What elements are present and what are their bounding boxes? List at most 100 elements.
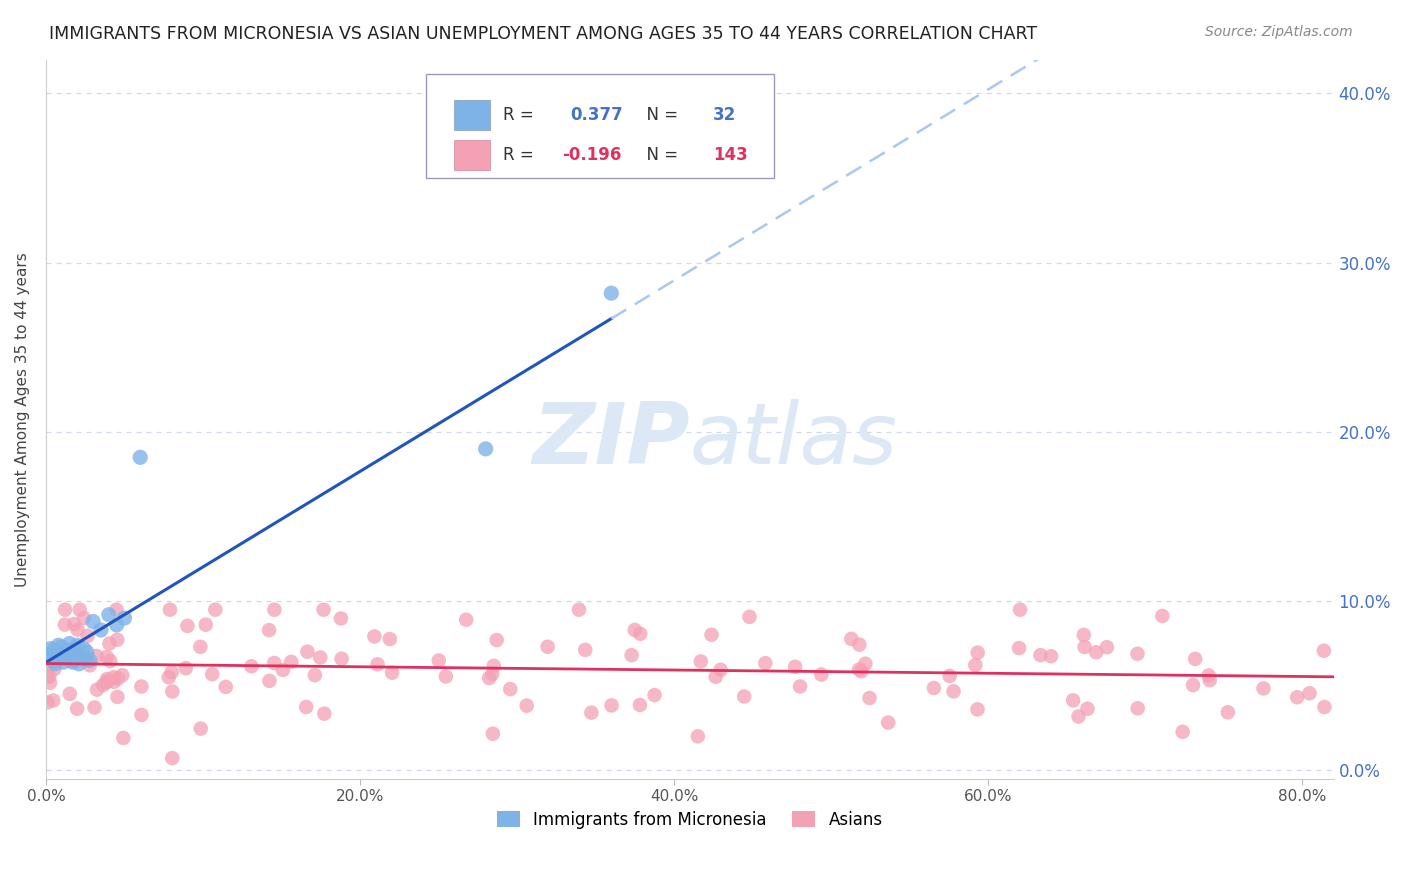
Point — [848, 663, 870, 677]
Point — [644, 688, 666, 702]
Point — [79, 658, 101, 673]
Point — [600, 286, 623, 301]
Point — [965, 658, 987, 673]
Point — [105, 618, 128, 632]
Point — [381, 665, 404, 680]
Point — [66, 638, 89, 652]
Point — [733, 690, 755, 704]
Point — [55, 648, 77, 663]
Point — [785, 660, 807, 674]
Point — [73, 653, 96, 667]
Text: -0.196: -0.196 — [562, 146, 621, 164]
Point — [98, 654, 121, 668]
Point — [710, 663, 733, 677]
Point — [922, 681, 945, 695]
Point — [51, 640, 73, 654]
Point — [44, 662, 66, 676]
Point — [44, 657, 66, 671]
Text: 32: 32 — [713, 106, 737, 124]
Point — [1126, 647, 1149, 661]
Point — [848, 638, 870, 652]
Point — [62, 642, 84, 657]
Point — [1171, 724, 1194, 739]
Point — [1198, 668, 1220, 682]
Point — [194, 617, 217, 632]
Point — [105, 602, 128, 616]
Point — [96, 675, 118, 690]
Point — [55, 648, 77, 663]
Point — [201, 667, 224, 681]
Legend: Immigrants from Micronesia, Asians: Immigrants from Micronesia, Asians — [491, 804, 890, 835]
Text: N =: N = — [636, 106, 689, 124]
Point — [568, 602, 591, 616]
Point — [107, 690, 129, 704]
Point — [1198, 673, 1220, 688]
Point — [1008, 602, 1031, 616]
Point — [62, 647, 84, 661]
Point — [1008, 641, 1031, 656]
Point — [1313, 700, 1336, 714]
Point — [39, 641, 62, 656]
Point — [537, 640, 560, 654]
Point — [810, 667, 832, 681]
Point — [1126, 701, 1149, 715]
Point — [363, 629, 385, 643]
Point — [628, 698, 651, 712]
Point — [738, 610, 761, 624]
Point — [103, 674, 125, 689]
Point — [111, 668, 134, 682]
Text: N =: N = — [636, 146, 689, 164]
Point — [623, 623, 645, 637]
Point — [1073, 628, 1095, 642]
Point — [63, 647, 86, 661]
Point — [90, 623, 112, 637]
Point — [58, 653, 80, 667]
Point — [1152, 609, 1174, 624]
Point — [79, 653, 101, 667]
Point — [309, 650, 332, 665]
Point — [86, 682, 108, 697]
Point — [966, 646, 988, 660]
Point — [263, 602, 285, 616]
Point — [69, 648, 91, 663]
Text: IMMIGRANTS FROM MICRONESIA VS ASIAN UNEMPLOYMENT AMONG AGES 35 TO 44 YEARS CORRE: IMMIGRANTS FROM MICRONESIA VS ASIAN UNEM… — [49, 25, 1038, 43]
Point — [1182, 678, 1205, 692]
Text: ZIP: ZIP — [533, 400, 690, 483]
Point — [1095, 640, 1118, 655]
Point — [67, 657, 90, 671]
Bar — [454, 140, 491, 170]
Point — [700, 628, 723, 642]
Y-axis label: Unemployment Among Ages 35 to 44 years: Unemployment Among Ages 35 to 44 years — [15, 252, 30, 587]
Point — [35, 659, 58, 673]
Bar — [454, 100, 491, 130]
Point — [98, 636, 121, 650]
Point — [481, 667, 503, 681]
Point — [66, 623, 89, 637]
Point — [1029, 648, 1052, 662]
Point — [1067, 709, 1090, 723]
Point — [600, 698, 623, 713]
Point — [754, 656, 776, 670]
Point — [162, 751, 184, 765]
Text: atlas: atlas — [690, 400, 898, 483]
Point — [378, 632, 401, 646]
Point — [482, 659, 505, 673]
Point — [686, 729, 709, 743]
Point — [263, 656, 285, 670]
Point — [157, 670, 180, 684]
Point — [329, 611, 352, 625]
Point — [312, 602, 335, 616]
Point — [159, 602, 181, 616]
Point — [789, 680, 811, 694]
Point — [37, 668, 59, 682]
Point — [91, 678, 114, 692]
Point — [858, 691, 880, 706]
Point — [1073, 640, 1095, 654]
Point — [257, 623, 280, 637]
Point — [620, 648, 643, 662]
Point — [1298, 686, 1320, 700]
Point — [59, 687, 82, 701]
Point — [1184, 652, 1206, 666]
Point — [851, 665, 873, 679]
Point — [841, 632, 863, 646]
